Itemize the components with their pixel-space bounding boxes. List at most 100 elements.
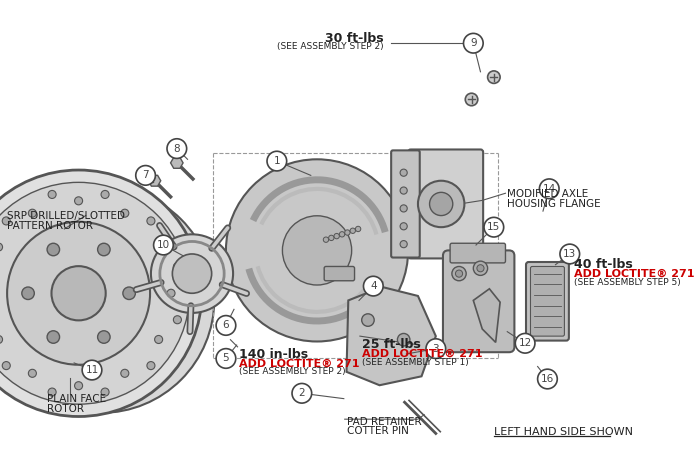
Circle shape <box>400 205 407 212</box>
Circle shape <box>328 235 334 241</box>
Text: ROTOR: ROTOR <box>48 404 84 414</box>
Circle shape <box>344 230 350 235</box>
Circle shape <box>334 233 340 239</box>
Circle shape <box>121 369 129 377</box>
Circle shape <box>456 270 463 277</box>
Circle shape <box>75 382 83 390</box>
Circle shape <box>560 244 580 264</box>
Circle shape <box>0 243 3 251</box>
FancyBboxPatch shape <box>526 262 569 341</box>
Text: (SEE ASSEMBLY STEP 2): (SEE ASSEMBLY STEP 2) <box>239 367 346 376</box>
Text: 1: 1 <box>274 156 280 166</box>
Circle shape <box>282 216 351 285</box>
Circle shape <box>363 276 383 296</box>
Text: 2: 2 <box>298 388 305 398</box>
Circle shape <box>29 369 36 377</box>
Text: 30 ft-lbs: 30 ft-lbs <box>326 33 384 46</box>
Text: PLAIN FACE: PLAIN FACE <box>48 394 106 404</box>
Circle shape <box>97 331 110 343</box>
Circle shape <box>174 263 181 271</box>
Circle shape <box>340 232 344 237</box>
Circle shape <box>0 182 190 404</box>
Text: PAD RETAINER: PAD RETAINER <box>346 417 421 427</box>
Text: COTTER PIN: COTTER PIN <box>346 426 408 437</box>
Text: ADD LOCTITE® 271: ADD LOCTITE® 271 <box>239 358 360 368</box>
Circle shape <box>75 197 83 205</box>
Text: 4: 4 <box>370 281 377 291</box>
Polygon shape <box>473 289 500 342</box>
Circle shape <box>52 266 106 320</box>
Circle shape <box>47 243 60 256</box>
Circle shape <box>2 217 10 225</box>
Text: (SEE ASSEMBLY STEP 1): (SEE ASSEMBLY STEP 1) <box>362 357 468 366</box>
Circle shape <box>48 388 56 396</box>
Text: LEFT HAND SIDE SHOWN: LEFT HAND SIDE SHOWN <box>494 427 633 437</box>
Text: 12: 12 <box>519 338 532 348</box>
Text: SRP DRILLED/SLOTTED: SRP DRILLED/SLOTTED <box>7 211 125 221</box>
Polygon shape <box>346 287 436 385</box>
Circle shape <box>452 266 466 281</box>
Text: 13: 13 <box>563 249 576 259</box>
Circle shape <box>488 71 500 83</box>
Circle shape <box>350 228 356 233</box>
Circle shape <box>76 275 125 324</box>
Polygon shape <box>171 157 183 168</box>
Circle shape <box>400 223 407 230</box>
Text: 3: 3 <box>433 344 439 354</box>
Circle shape <box>172 254 211 293</box>
Text: 16: 16 <box>541 374 554 384</box>
Text: (SEE ASSEMBLY STEP 2): (SEE ASSEMBLY STEP 2) <box>277 42 384 51</box>
Text: 6: 6 <box>223 320 230 330</box>
Circle shape <box>136 165 155 185</box>
Circle shape <box>466 93 478 106</box>
Circle shape <box>123 287 135 300</box>
Circle shape <box>473 261 488 275</box>
FancyBboxPatch shape <box>531 266 564 336</box>
Polygon shape <box>148 175 161 186</box>
Text: 40 ft-lbs: 40 ft-lbs <box>574 258 633 272</box>
Circle shape <box>147 362 155 370</box>
Text: ADD LOCTITE® 271: ADD LOCTITE® 271 <box>362 349 482 359</box>
Circle shape <box>22 287 34 300</box>
Circle shape <box>400 169 407 176</box>
Circle shape <box>101 191 109 199</box>
Circle shape <box>477 264 484 272</box>
Circle shape <box>7 222 150 365</box>
Circle shape <box>2 362 10 370</box>
Text: 15: 15 <box>487 222 500 232</box>
Circle shape <box>174 316 181 324</box>
Circle shape <box>463 33 483 53</box>
Text: HOUSING FLANGE: HOUSING FLANGE <box>508 199 601 209</box>
FancyBboxPatch shape <box>450 243 505 263</box>
Circle shape <box>0 336 3 344</box>
Circle shape <box>167 289 175 297</box>
Circle shape <box>0 186 214 413</box>
Circle shape <box>362 314 375 326</box>
Circle shape <box>48 191 56 199</box>
Circle shape <box>267 151 287 171</box>
Text: 25 ft-lbs: 25 ft-lbs <box>362 338 421 351</box>
Text: 140 in-lbs: 140 in-lbs <box>239 348 309 361</box>
FancyBboxPatch shape <box>391 150 420 257</box>
Circle shape <box>0 170 202 417</box>
Text: PATTERN ROTOR: PATTERN ROTOR <box>7 221 93 231</box>
Ellipse shape <box>151 234 233 313</box>
Circle shape <box>155 243 162 251</box>
Text: 5: 5 <box>223 354 230 364</box>
Circle shape <box>226 159 408 341</box>
Text: (SEE ASSEMBLY STEP 5): (SEE ASSEMBLY STEP 5) <box>574 278 681 287</box>
Circle shape <box>292 383 312 403</box>
Circle shape <box>153 235 174 255</box>
Circle shape <box>216 349 236 368</box>
Circle shape <box>216 316 236 335</box>
FancyBboxPatch shape <box>443 250 514 352</box>
Circle shape <box>47 331 60 343</box>
Text: 10: 10 <box>157 240 170 250</box>
Circle shape <box>101 388 109 396</box>
Circle shape <box>400 187 407 194</box>
Circle shape <box>37 236 165 364</box>
Circle shape <box>418 181 464 227</box>
Circle shape <box>398 333 410 346</box>
Text: 8: 8 <box>174 144 180 154</box>
Circle shape <box>121 209 129 217</box>
